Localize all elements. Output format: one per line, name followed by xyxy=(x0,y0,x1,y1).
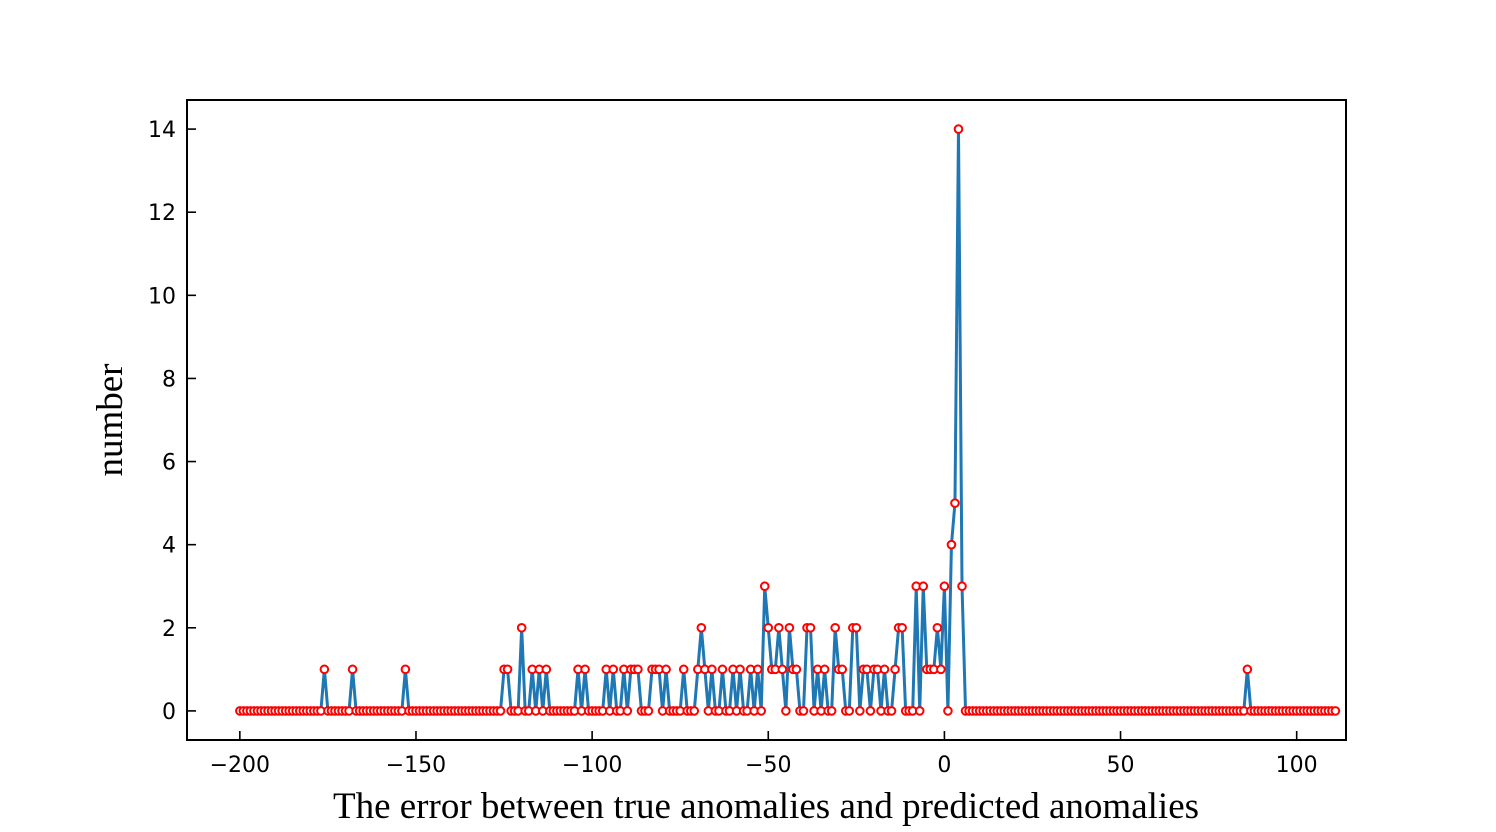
x-tick-label: −50 xyxy=(745,753,791,778)
data-point xyxy=(622,706,633,716)
data-point xyxy=(763,622,774,633)
data-point xyxy=(805,622,816,633)
data-point xyxy=(953,124,964,134)
data-point xyxy=(890,664,900,675)
data-point xyxy=(879,664,890,675)
data-point xyxy=(735,664,745,675)
data-point xyxy=(1330,706,1341,716)
data-point xyxy=(689,706,700,716)
data-point xyxy=(943,706,953,716)
data-point xyxy=(932,622,943,633)
data-point xyxy=(914,706,925,716)
data-point xyxy=(633,664,643,675)
data-point xyxy=(516,622,527,633)
data-point xyxy=(784,622,795,633)
data-point xyxy=(826,706,837,716)
y-tick-label: 12 xyxy=(148,201,176,226)
data-series xyxy=(235,124,1341,716)
y-axis-title: number xyxy=(90,363,131,476)
data-point xyxy=(400,664,411,675)
x-tick-label: 0 xyxy=(937,753,951,778)
plot-frame xyxy=(186,99,1347,741)
data-point xyxy=(1242,664,1253,675)
data-point xyxy=(752,664,763,675)
data-point xyxy=(939,581,950,592)
y-tick-label: 4 xyxy=(162,534,176,559)
data-point xyxy=(502,664,513,675)
data-point xyxy=(918,581,929,592)
data-point xyxy=(897,622,907,633)
data-point xyxy=(347,664,358,675)
x-axis-title: The error between true anomalies and pre… xyxy=(333,786,1199,827)
data-point xyxy=(774,622,784,633)
data-point xyxy=(950,498,960,508)
y-tick-label: 6 xyxy=(162,451,176,476)
data-point xyxy=(957,581,967,592)
data-point xyxy=(844,706,855,716)
data-point xyxy=(777,664,788,675)
y-tick-label: 8 xyxy=(162,367,176,392)
data-point xyxy=(791,664,802,675)
data-point xyxy=(696,622,707,633)
data-point xyxy=(608,664,619,675)
data-point xyxy=(495,706,506,716)
data-point xyxy=(946,539,957,550)
data-point xyxy=(837,664,848,675)
data-point xyxy=(865,706,876,716)
y-axis-ticks: 0 2 4 6 8 10 12 14 xyxy=(148,118,196,725)
x-tick-label: 50 xyxy=(1107,753,1135,778)
data-point xyxy=(717,664,728,675)
data-point xyxy=(319,664,330,675)
data-point xyxy=(759,581,770,592)
data-point xyxy=(830,622,840,633)
x-tick-label: −150 xyxy=(386,753,446,778)
x-axis-ticks: −200 −150 −100 −50 0 50 100 xyxy=(210,731,1318,778)
y-tick-label: 2 xyxy=(162,617,176,642)
data-point xyxy=(851,622,862,633)
y-tick-label: 14 xyxy=(148,118,176,143)
data-point xyxy=(798,706,809,716)
y-tick-label: 10 xyxy=(148,284,176,309)
x-tick-label: −100 xyxy=(562,753,622,778)
data-point xyxy=(886,706,897,716)
data-point xyxy=(819,664,830,675)
data-point xyxy=(643,706,654,716)
x-tick-label: 100 xyxy=(1276,753,1318,778)
data-point xyxy=(936,664,946,675)
data-point xyxy=(707,664,717,675)
data-point xyxy=(781,706,791,716)
data-point xyxy=(580,664,590,675)
data-point xyxy=(678,664,689,675)
data-point xyxy=(855,706,865,716)
y-tick-label: 0 xyxy=(162,700,176,725)
data-point xyxy=(661,664,671,675)
data-point xyxy=(756,706,767,716)
x-tick-label: −200 xyxy=(210,753,270,778)
data-point xyxy=(541,664,552,675)
